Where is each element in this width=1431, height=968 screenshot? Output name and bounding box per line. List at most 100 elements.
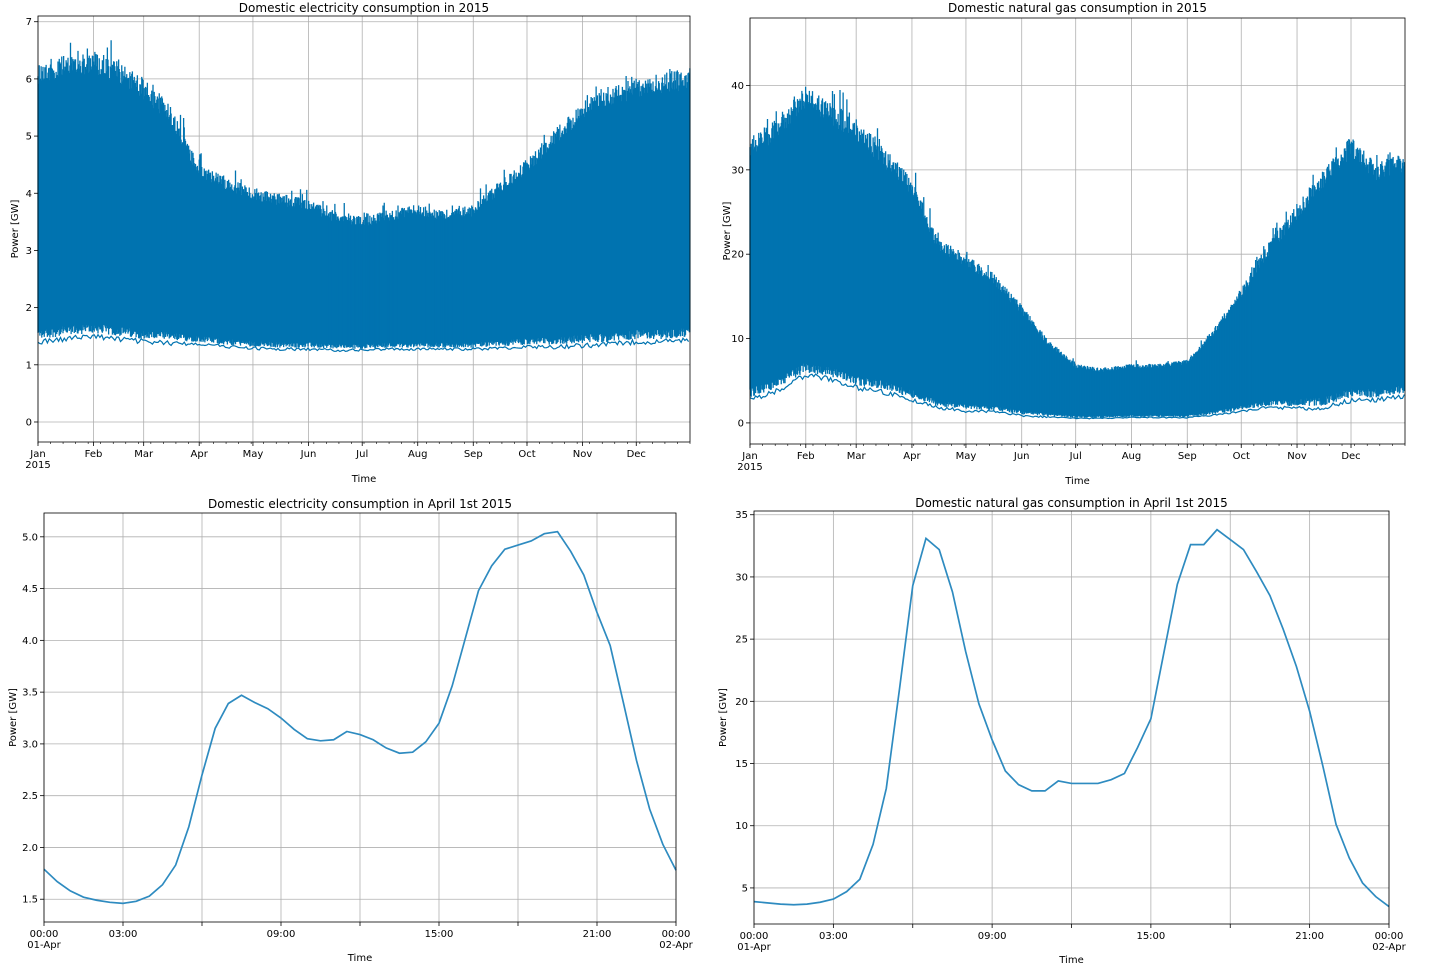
x-tick-label: Aug	[1122, 451, 1142, 462]
chart-2: 0 10 20 30 40 Jan Feb Mar Apr May Jun Jul Aug Sep Oct N…	[722, 1, 1406, 487]
y-tick-label: 7	[26, 17, 32, 28]
y-tick-label: 30	[731, 165, 744, 176]
y-tick-label: 10	[735, 821, 748, 832]
x-tick-sublabel: 01-Apr	[27, 940, 61, 951]
y-axis-label: Power [GW]	[718, 688, 729, 747]
x-tick-label: 21:00	[1295, 931, 1324, 942]
x-tick-label: 21:00	[583, 929, 612, 940]
x-tick-label: 09:00	[267, 929, 296, 940]
y-tick-label: 25	[735, 635, 748, 646]
x-tick-label: Apr	[191, 449, 209, 460]
grid	[43, 513, 677, 922]
x-tick-label: Jul	[355, 449, 368, 460]
y-axis-label: Power [GW]	[722, 201, 733, 260]
y-ticks: 0 10 20 30 40	[731, 81, 750, 429]
x-tick-label: Oct	[1233, 451, 1250, 462]
chart-3: 1.52.02.53.03.54.04.55.000:0001-Apr03:00…	[8, 497, 694, 964]
x-tick-label: 15:00	[1136, 931, 1165, 942]
x-tick-label: Feb	[85, 449, 103, 460]
y-tick-label: 35	[735, 510, 748, 521]
series-band	[37, 40, 691, 353]
x-tick-label: Nov	[573, 449, 593, 460]
y-tick-label: 6	[26, 74, 32, 85]
x-axis-label: Time	[351, 474, 376, 485]
x-tick-label: Mar	[134, 449, 154, 460]
series-low-line	[37, 333, 690, 353]
x-tick-label: Aug	[408, 449, 428, 460]
y-tick-label: 3	[26, 246, 32, 257]
x-tick-label: May	[956, 451, 977, 462]
x-tick-label: May	[243, 449, 264, 460]
chart-title: Domestic electricity consumption in 2015	[239, 1, 489, 15]
x-tick-label: 00:00	[1375, 931, 1404, 942]
y-tick-label: 2	[26, 303, 32, 314]
y-tick-label: 4.0	[22, 636, 38, 647]
x-tick-label: Apr	[903, 451, 921, 462]
x-tick-label: 00:00	[30, 929, 59, 940]
x-tick-label: Nov	[1287, 451, 1307, 462]
x-tick-label: Jun	[1013, 451, 1030, 462]
chart-title: Domestic electricity consumption in Apri…	[208, 497, 512, 511]
y-ticks: 5 10 15 20 25 30 35	[735, 510, 754, 894]
y-tick-label: 5.0	[22, 532, 38, 543]
series-low-line	[749, 373, 1405, 420]
y-tick-label: 2.0	[22, 843, 38, 854]
y-tick-label: 1.5	[22, 895, 38, 906]
x-axis-label: Time	[1058, 955, 1083, 966]
x-tick-label: 09:00	[978, 931, 1007, 942]
x-tick-sublabel: 02-Apr	[659, 940, 693, 951]
chart-title: Domestic natural gas consumption in Apri…	[915, 496, 1228, 510]
y-tick-label: 2.5	[22, 791, 38, 802]
x-year-label: 2015	[25, 460, 50, 471]
x-tick-label: 03:00	[819, 931, 848, 942]
y-tick-label: 5	[26, 132, 32, 143]
y-tick-label: 30	[735, 572, 748, 583]
x-tick-label: Mar	[847, 451, 867, 462]
y-tick-label: 5	[742, 883, 748, 894]
y-tick-label: 0	[26, 417, 32, 428]
grid	[753, 511, 1390, 924]
x-tick-label: Jun	[300, 449, 317, 460]
x-tick-label: Jul	[1069, 451, 1082, 462]
x-tick-label: Dec	[1341, 451, 1360, 462]
chart-1: 0 1 2 3 4 5 6 7 Jan Feb Mar Apr May Jun Jul Aug Sep Oct No…	[10, 1, 691, 485]
y-tick-label: 20	[735, 697, 748, 708]
x-ticks: Jan Feb Mar Apr May Jun Jul Aug Sep Oct Nov Dec 2015	[25, 442, 691, 471]
y-tick-label: 4	[26, 189, 32, 200]
x-tick-label: 00:00	[662, 929, 691, 940]
y-tick-label: 3.0	[22, 739, 38, 750]
y-tick-label: 0	[738, 418, 744, 429]
x-tick-label: Jan	[741, 451, 757, 462]
x-axis-label: Time	[347, 953, 372, 964]
y-ticks: 1.5 2.0 2.5 3.0 3.5 4.0 4.5 5.0	[22, 532, 44, 906]
x-tick-label: Sep	[1178, 451, 1197, 462]
series-line	[753, 528, 1390, 908]
x-tick-label: Jan	[29, 449, 45, 460]
y-tick-label: 40	[731, 81, 744, 92]
y-tick-label: 1	[26, 360, 32, 371]
x-tick-label: 15:00	[425, 929, 454, 940]
x-tick-label: 03:00	[109, 929, 138, 940]
x-ticks: Jan Feb Mar Apr May Jun Jul Aug Sep Oct Nov Dec 2015	[737, 444, 1406, 473]
y-tick-label: 15	[735, 759, 748, 770]
x-axis-label: Time	[1064, 476, 1089, 487]
x-year-label: 2015	[737, 462, 762, 473]
y-tick-label: 3.5	[22, 688, 38, 699]
y-axis-label: Power [GW]	[10, 199, 21, 258]
chart-title: Domestic natural gas consumption in 2015	[948, 1, 1207, 15]
series-line	[43, 530, 677, 905]
x-tick-label: Sep	[464, 449, 483, 460]
x-tick-sublabel: 02-Apr	[1372, 942, 1406, 953]
x-tick-label: Dec	[627, 449, 646, 460]
x-tick-label: 00:00	[740, 931, 769, 942]
y-tick-label: 20	[731, 250, 744, 261]
y-ticks: 0 1 2 3 4 5 6 7	[26, 17, 38, 428]
y-axis-label: Power [GW]	[8, 688, 19, 747]
x-tick-label: Oct	[518, 449, 535, 460]
x-tick-label: Feb	[797, 451, 815, 462]
series-band	[749, 86, 1406, 420]
